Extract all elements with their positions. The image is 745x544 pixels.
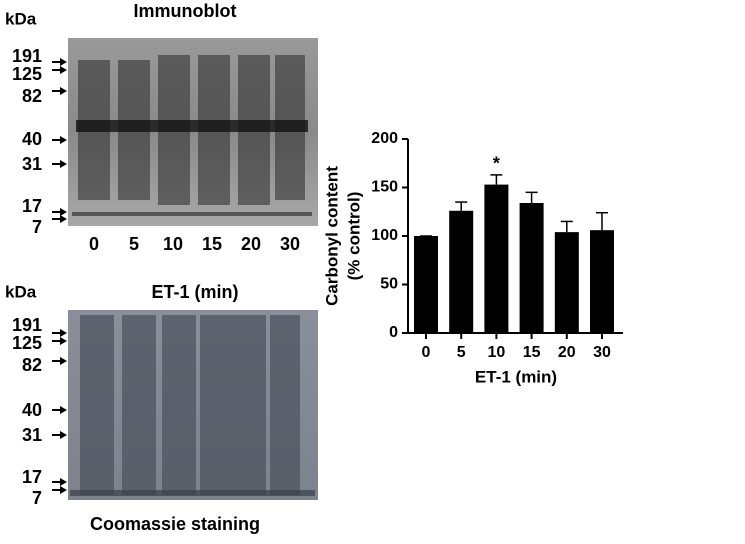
marker-arrow-head [60,87,67,95]
marker-label: 31 [22,425,42,445]
marker-arrow-head [60,486,67,494]
y-tick-label: 150 [371,179,398,196]
marker-arrow-head [60,136,67,144]
kda-label: kDa [5,9,37,28]
significance-mark: * [493,154,500,174]
lane-label: 0 [89,234,99,254]
marker-label: 82 [22,355,42,375]
lane-label: 30 [280,234,300,254]
y-tick-label: 0 [389,324,398,341]
kda-label: kDa [5,282,37,301]
x-tick-label: 10 [488,344,506,361]
lane-label: 10 [163,234,183,254]
immunoblot-title: Immunoblot [134,1,237,21]
bar [414,236,438,333]
marker-arrow-head [60,478,67,486]
marker-arrow-head [60,357,67,365]
y-axis-label: Carbonyl content [322,166,341,306]
coomassie-title: Coomassie staining [90,514,260,534]
marker-label: 31 [22,154,42,174]
marker-arrow-head [60,215,67,223]
x-tick-label: 0 [422,344,431,361]
lane-label: 15 [202,234,222,254]
lane-label: 5 [129,234,139,254]
marker-arrow-head [60,406,67,414]
y-tick-label: 100 [371,227,398,244]
immunoblot-image [68,38,318,226]
marker-label: 40 [22,129,42,149]
marker-label: 191 [12,315,42,335]
y-tick-label: 200 [371,130,398,147]
marker-label: 125 [12,333,42,353]
x-tick-label: 15 [523,344,541,361]
y-axis-label: (% control) [344,192,363,281]
bar [484,184,509,333]
marker-arrow-head [60,160,67,168]
marker-label: 7 [32,217,42,237]
marker-arrow-head [60,431,67,439]
marker-label: 40 [22,400,42,420]
marker-arrow-head [60,329,67,337]
coomassie-image [68,310,318,500]
marker-arrow-head [60,66,67,74]
x-axis-label: ET-1 (min) [475,367,557,386]
marker-arrow-head [60,208,67,216]
bar [449,210,474,333]
lane-axis-label: ET-1 (min) [151,282,238,302]
x-tick-label: 5 [457,344,466,361]
marker-label: 125 [12,64,42,84]
bar [590,230,614,333]
marker-label: 191 [12,46,42,66]
marker-label: 7 [32,488,42,508]
x-tick-label: 30 [593,344,611,361]
y-tick-label: 50 [380,276,398,293]
lane-label: 20 [241,234,261,254]
x-tick-label: 20 [558,344,576,361]
bar [519,203,544,333]
marker-arrow-head [60,58,67,66]
marker-label: 17 [22,196,42,216]
bar [554,232,579,333]
marker-label: 17 [22,467,42,487]
marker-label: 82 [22,86,42,106]
marker-arrow-head [60,337,67,345]
